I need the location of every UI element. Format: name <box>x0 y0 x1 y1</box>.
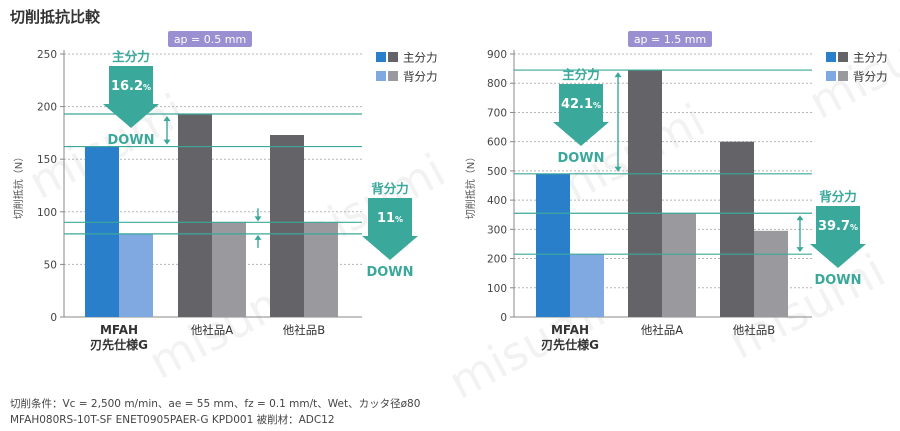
chart-1: ap = 0.5 mm 0 50 100 150 200 250 切削抵抗（N） MFAH刃先仕… <box>12 31 418 352</box>
watermark-layer: misumimisumimisumimisumimisumimisumimisu… <box>20 3 900 410</box>
bar-main-1 <box>85 146 119 317</box>
legend-label-main: 主分力 <box>403 51 438 65</box>
difference-arrow-head <box>254 216 262 222</box>
bar-back-3 <box>304 222 338 317</box>
watermark-text: misumi <box>800 3 900 130</box>
y-tick-label: 400 <box>487 195 507 207</box>
back-reduction-value: 39.7% <box>818 219 858 234</box>
category-label: 他社品A <box>641 323 683 337</box>
back-down-label: DOWN <box>366 265 413 280</box>
legend-swatch-back-mfah <box>376 71 386 81</box>
main-reduction-title: 主分力 <box>112 49 150 64</box>
category-label: 他社品A <box>191 323 233 337</box>
condition-tag-label: ap = 0.5 mm <box>174 33 246 46</box>
back-reduction-title: 背分力 <box>819 189 857 204</box>
difference-arrow-head <box>614 72 622 78</box>
bar-back-1 <box>570 254 604 317</box>
y-tick-label: 700 <box>487 107 507 119</box>
legend-swatch-back-other <box>388 71 398 81</box>
difference-arrow-head <box>163 115 171 121</box>
difference-arrow-head <box>254 234 262 240</box>
main-reduction-value: 16.2% <box>111 79 151 94</box>
category-label: MFAH <box>100 323 138 337</box>
bar-main-3 <box>720 141 754 317</box>
page-title: 切削抵抗比較 <box>10 8 101 26</box>
back-down-arrow-icon <box>362 198 418 260</box>
category-label: 刃先仕様G <box>90 337 148 352</box>
back-reduction-value: 11% <box>377 211 403 226</box>
y-tick-label: 50 <box>44 259 57 271</box>
main-down-label: DOWN <box>557 151 604 166</box>
category-label: 他社品B <box>733 323 775 337</box>
main-down-label: DOWN <box>107 133 154 148</box>
y-tick-label: 100 <box>37 207 57 219</box>
back-reduction-title: 背分力 <box>371 181 409 196</box>
bar-back-1 <box>119 233 153 317</box>
y-tick-label: 150 <box>37 154 57 166</box>
main-reduction-value: 42.1% <box>561 97 601 112</box>
legend-label-main: 主分力 <box>853 51 888 65</box>
y-tick-label: 600 <box>487 137 507 149</box>
legend-swatch-main-mfah <box>826 52 836 62</box>
legend-label-back: 背分力 <box>403 70 438 84</box>
main-down-arrow-icon <box>553 84 609 146</box>
cutting-conditions: 切削条件：Vc = 2,500 m/min、ae = 55 mm、fz = 0.… <box>10 398 421 410</box>
y-axis-label: 切削抵抗（N） <box>12 152 25 219</box>
category-label: MFAH <box>551 323 589 337</box>
bar-back-2 <box>212 222 246 317</box>
legend-swatch-main-other <box>838 52 848 62</box>
condition-tag <box>628 31 712 47</box>
condition-tag-label: ap = 1.5 mm <box>634 33 706 46</box>
difference-arrow-head <box>614 166 622 172</box>
y-tick-label: 0 <box>500 312 507 324</box>
main-down-arrow-icon <box>103 66 159 128</box>
legend-swatch-main-other <box>388 52 398 62</box>
category-label: 他社品B <box>283 323 325 337</box>
bar-main-1 <box>536 173 570 317</box>
y-axis-label: 切削抵抗（N） <box>464 152 477 219</box>
tool-info: MFAH080RS-10T-SF ENET0905PAER-G KPD001 被… <box>10 414 335 426</box>
condition-tag <box>168 31 252 47</box>
y-tick-label: 500 <box>487 166 507 178</box>
back-down-arrow-icon <box>810 206 866 268</box>
bar-main-2 <box>628 70 662 317</box>
difference-arrow-head <box>796 247 804 253</box>
chart-2: ap = 1.5 mm 0 100 200 300 400 500 600 700 800 900 切… <box>464 31 866 352</box>
y-tick-label: 300 <box>487 224 507 236</box>
category-label: 刃先仕様G <box>541 337 599 352</box>
legend-swatch-back-mfah <box>826 71 836 81</box>
bar-back-3 <box>754 230 788 317</box>
legend-swatch-main-mfah <box>376 52 386 62</box>
difference-arrow-head <box>163 139 171 145</box>
bar-back-2 <box>662 213 696 317</box>
legend-label-back: 背分力 <box>853 70 888 84</box>
y-tick-label: 250 <box>37 49 57 61</box>
difference-arrow-head <box>796 215 804 221</box>
main-reduction-title: 主分力 <box>562 67 600 82</box>
y-tick-label: 0 <box>50 312 57 324</box>
legend-swatch-back-other <box>838 71 848 81</box>
y-tick-label: 800 <box>487 78 507 90</box>
back-down-label: DOWN <box>814 273 861 288</box>
y-tick-label: 900 <box>487 49 507 61</box>
y-tick-label: 200 <box>37 102 57 114</box>
bar-main-2 <box>178 113 212 318</box>
y-tick-label: 100 <box>487 283 507 295</box>
bar-main-3 <box>270 135 304 317</box>
y-tick-label: 200 <box>487 254 507 266</box>
